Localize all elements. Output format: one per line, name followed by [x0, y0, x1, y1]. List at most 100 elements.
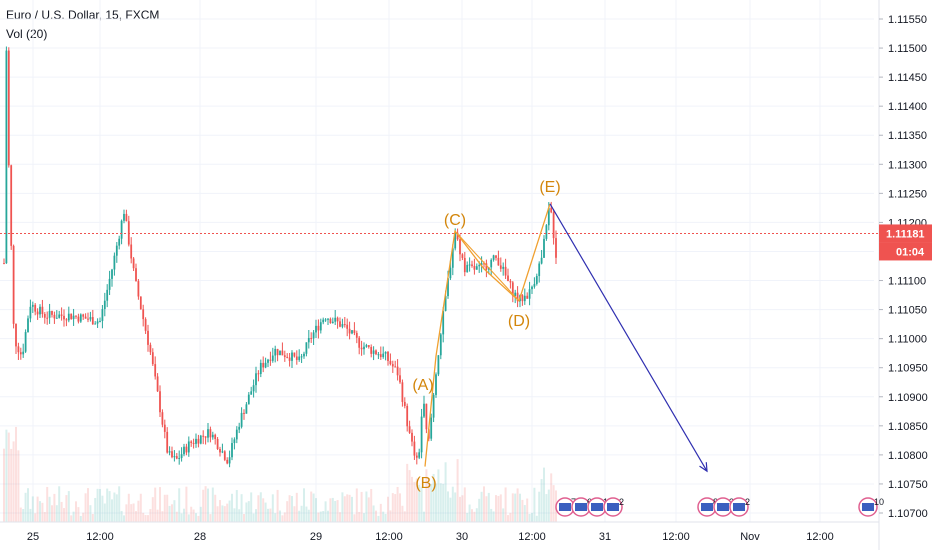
volume-bar: [461, 495, 464, 522]
volume-bar: [247, 501, 250, 522]
volume-bar: [413, 481, 416, 522]
candle-body: [233, 439, 236, 444]
candle-body: [147, 330, 149, 345]
volume-bar: [293, 506, 296, 522]
candle-body: [298, 356, 301, 360]
price-tick-label: 1.11100: [888, 276, 926, 288]
candle-body: [514, 292, 517, 296]
price-tick-label: 1.11550: [888, 14, 927, 26]
candle-body: [3, 263, 5, 265]
event-flag-stripes: [701, 503, 713, 511]
volume-bar: [305, 506, 308, 522]
volume-bar: [89, 505, 92, 522]
candle-body: [101, 309, 104, 321]
volume-bar: [499, 494, 502, 522]
candle-body: [531, 286, 533, 290]
candle-body: [372, 350, 375, 354]
volume-bar: [430, 483, 433, 522]
candle-body: [365, 345, 368, 347]
candle-body: [521, 295, 524, 302]
event-flag-stripes: [607, 503, 619, 511]
volume-bar: [120, 510, 123, 522]
candle-body: [55, 317, 58, 319]
candle-body: [415, 455, 418, 458]
volume-bar: [130, 504, 133, 522]
candle-body: [367, 345, 370, 347]
volume-bar: [262, 498, 265, 522]
candle-body: [252, 385, 255, 392]
candle-body: [99, 320, 101, 322]
volume-bar: [31, 496, 34, 522]
candle-body: [39, 306, 41, 315]
candle-body: [171, 451, 173, 458]
time-tick-label: 12:00: [806, 531, 834, 543]
candle-body: [334, 317, 337, 322]
volume-bar: [389, 510, 392, 522]
candle-body: [403, 401, 406, 406]
candle-body: [240, 412, 243, 427]
candle-body: [118, 238, 121, 246]
candle-body: [113, 255, 116, 270]
volume-bar: [166, 494, 169, 522]
volume-bar: [312, 493, 315, 522]
candle-body: [408, 426, 411, 433]
candle-body: [180, 454, 183, 458]
volume-bar: [514, 493, 517, 522]
candle-body: [247, 394, 250, 405]
volume-bar: [132, 503, 135, 522]
event-count-label: 2: [745, 497, 750, 507]
candle-body: [34, 304, 37, 312]
volume-bar: [48, 496, 51, 522]
volume-bar: [178, 488, 181, 522]
candle-body: [257, 373, 260, 375]
volume-indicator-label[interactable]: Vol (20): [6, 27, 48, 41]
volume-bar: [526, 498, 529, 522]
candle-body: [202, 435, 205, 437]
volume-bar: [190, 506, 193, 522]
candle-body: [442, 310, 445, 335]
grid: [0, 0, 874, 522]
volume-bar: [367, 497, 370, 522]
candle-body: [75, 315, 77, 317]
time-tick-label: 12:00: [662, 531, 690, 543]
volume-bar: [341, 492, 344, 522]
candle-body: [449, 267, 452, 279]
candle-body: [82, 314, 85, 317]
volume-bar: [396, 486, 399, 522]
volume-bar: [540, 479, 543, 522]
candle-body: [274, 348, 277, 356]
volume-bar: [545, 494, 548, 522]
candle-body: [276, 348, 279, 356]
candle-body: [214, 434, 217, 440]
volume-bar: [377, 515, 380, 522]
volume-bar: [144, 515, 147, 522]
volume-bar: [487, 492, 490, 522]
candle-body: [103, 300, 106, 310]
volume-bar: [125, 504, 128, 522]
candle-body: [259, 362, 262, 374]
volume-bar: [317, 512, 320, 522]
candle-body: [439, 334, 442, 356]
volume-bar: [420, 486, 423, 522]
candle-body: [279, 350, 281, 356]
candle-body: [125, 213, 128, 222]
candle-body: [291, 352, 293, 361]
volume-bar: [108, 491, 111, 522]
candle-body: [183, 446, 185, 455]
candle-body: [454, 232, 457, 249]
volume-bar: [336, 500, 339, 522]
volume-bar: [15, 426, 17, 522]
candle-body: [286, 356, 289, 358]
volume-bar: [351, 496, 353, 522]
volume-bar: [238, 509, 241, 522]
candle-body: [163, 424, 166, 432]
candle-body: [204, 436, 207, 438]
volume-bar: [51, 505, 53, 522]
candle-body: [139, 296, 142, 310]
candle-body: [243, 412, 245, 414]
candle-body: [137, 281, 140, 297]
volume-bar: [209, 514, 212, 522]
volume-bar: [279, 510, 281, 522]
candle-body: [29, 306, 32, 319]
